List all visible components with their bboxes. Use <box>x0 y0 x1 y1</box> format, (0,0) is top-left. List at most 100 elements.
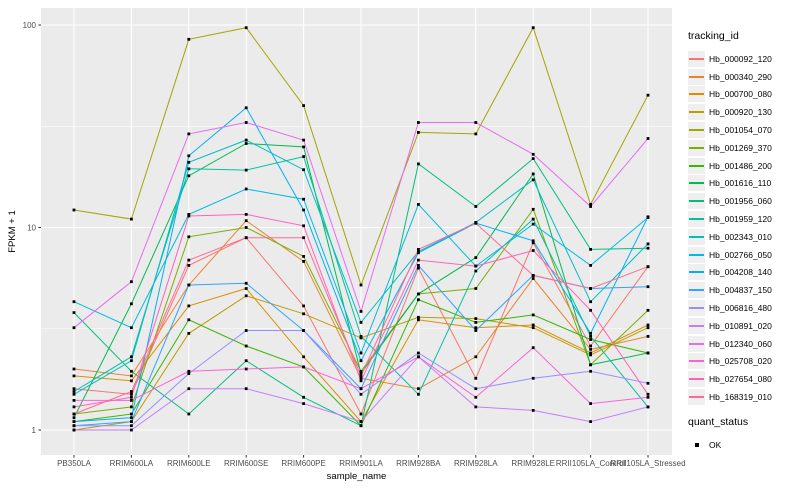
data-point-Hb_001959_120 <box>187 167 191 171</box>
legend-entry-label: Hb_000700_080 <box>709 89 772 100</box>
data-point-Hb_001956_060 <box>72 311 76 314</box>
data-point-Hb_012340_060 <box>359 310 363 313</box>
legend-key-swatch <box>688 104 705 121</box>
data-point-Hb_004208_140 <box>72 420 76 423</box>
legend-entry-Hb_000700_080: Hb_000700_080 <box>688 86 798 104</box>
data-point-Hb_002343_010 <box>589 300 592 304</box>
legend-entry-Hb_001956_060: Hb_001956_060 <box>688 192 798 210</box>
data-point-Hb_012340_060 <box>130 280 133 284</box>
legend-entry-Hb_001054_070: Hb_001054_070 <box>688 121 798 139</box>
data-point-Hb_000700_080 <box>244 287 248 290</box>
data-point-Hb_027654_080 <box>359 379 363 383</box>
legend-key-swatch <box>688 86 705 103</box>
y-tick-label: 1 <box>32 426 37 435</box>
data-point-Hb_004837_150 <box>187 283 191 287</box>
data-point-Hb_002343_010 <box>187 160 191 164</box>
data-point-Hb_027654_080 <box>531 249 535 252</box>
data-point-Hb_004208_140 <box>130 416 133 420</box>
x-axis-title: sample_name <box>327 471 387 482</box>
legend-title-tracking-id: tracking_id <box>688 30 739 42</box>
data-point-Hb_000700_080 <box>187 304 191 308</box>
legend-color-line <box>689 396 704 399</box>
legend-entry-label: Hb_025708_020 <box>709 356 772 367</box>
legend-entry-label: Hb_012340_060 <box>709 338 772 349</box>
legend-key-swatch <box>688 353 705 370</box>
data-point-Hb_002766_050 <box>130 326 133 330</box>
data-point-Hb_000700_080 <box>302 355 305 359</box>
data-point-Hb_000092_120 <box>417 266 420 270</box>
data-point-Hb_000340_290 <box>417 387 420 391</box>
data-point-Hb_010891_020 <box>589 420 592 423</box>
x-tick-label: RRIM928LA <box>454 459 498 468</box>
data-point-Hb_002343_010 <box>130 359 133 363</box>
data-point-Hb_000920_130 <box>646 326 650 330</box>
data-point-Hb_006816_480 <box>646 381 650 385</box>
data-point-Hb_001616_110 <box>531 172 535 176</box>
data-point-Hb_001269_370 <box>244 226 248 229</box>
legend-entry-label: Hb_168319_010 <box>709 392 772 403</box>
data-point-Hb_010891_020 <box>130 428 133 432</box>
data-point-Hb_000920_130 <box>302 312 305 316</box>
legend-entry-label: Hb_001269_370 <box>709 142 772 153</box>
data-point-Hb_001054_070 <box>244 26 248 30</box>
data-point-Hb_010891_020 <box>474 405 478 409</box>
data-point-Hb_010891_020 <box>646 405 650 409</box>
data-point-Hb_000340_290 <box>531 277 535 280</box>
data-point-Hb_002766_050 <box>187 213 191 216</box>
legend-entry-label: Hb_000092_120 <box>709 53 772 64</box>
data-point-Hb_000700_080 <box>474 326 478 330</box>
data-point-Hb_001054_070 <box>474 132 478 136</box>
data-point-Hb_001956_060 <box>646 246 650 250</box>
data-point-Hb_000700_080 <box>417 318 420 322</box>
data-point-Hb_004837_150 <box>130 420 133 423</box>
data-point-Hb_000700_080 <box>646 323 650 327</box>
x-tick-label: RRIM600SE <box>224 459 268 468</box>
data-point-Hb_012340_060 <box>474 121 478 124</box>
legend-key-swatch <box>688 300 705 317</box>
data-point-Hb_168319_010 <box>646 265 650 269</box>
data-point-Hb_025708_020 <box>130 399 133 402</box>
data-point-Hb_001269_370 <box>531 207 535 211</box>
legend-title-quant-status: quant_status <box>688 415 749 428</box>
legend-entry-label: Hb_027654_080 <box>709 374 772 385</box>
legend-color-line <box>689 146 704 149</box>
data-point-Hb_002766_050 <box>359 351 363 355</box>
legend-color-line <box>689 57 704 60</box>
data-point-Hb_025708_020 <box>244 367 248 371</box>
data-point-Hb_006816_480 <box>417 351 420 355</box>
data-point-Hb_001616_110 <box>359 372 363 375</box>
data-point-Hb_000092_120 <box>589 344 592 348</box>
x-tick-label: RRIM901LA <box>339 459 383 468</box>
legend-color-line <box>689 182 704 185</box>
legend-key-swatch <box>688 371 705 388</box>
data-point-Hb_010891_020 <box>187 387 191 391</box>
y-axis-title: FPKM + 1 <box>7 210 18 253</box>
legend-entry-Hb_001269_370: Hb_001269_370 <box>688 139 798 157</box>
data-point-Hb_001269_370 <box>646 308 650 312</box>
legend-color-line <box>689 111 704 114</box>
legend-entry-label: Hb_004208_140 <box>709 267 772 278</box>
data-point-Hb_025708_020 <box>417 355 420 359</box>
data-point-Hb_025708_020 <box>474 395 478 399</box>
data-point-Hb_001054_070 <box>646 93 650 97</box>
data-point-Hb_002343_010 <box>531 178 535 182</box>
legend-color-line <box>689 289 704 292</box>
legend-entry-Hb_001616_110: Hb_001616_110 <box>688 175 798 193</box>
legend-entry-Hb_000340_290: Hb_000340_290 <box>688 68 798 86</box>
legend-entry-label: Hb_000920_130 <box>709 107 772 118</box>
data-point-Hb_012340_060 <box>244 121 248 124</box>
legend-key-swatch <box>688 211 705 228</box>
data-point-Hb_001486_200 <box>130 412 133 416</box>
legend-key-swatch <box>688 246 705 263</box>
data-point-Hb_001616_110 <box>646 351 650 355</box>
data-point-Hb_001959_120 <box>302 155 305 158</box>
data-point-Hb_027654_080 <box>72 405 76 409</box>
data-point-Hb_006816_480 <box>72 424 76 428</box>
data-point-Hb_000920_130 <box>531 326 535 330</box>
data-point-Hb_004208_140 <box>244 106 248 110</box>
data-point-Hb_012340_060 <box>72 326 76 330</box>
legend-color-line <box>689 129 704 132</box>
data-point-Hb_025708_020 <box>72 399 76 402</box>
